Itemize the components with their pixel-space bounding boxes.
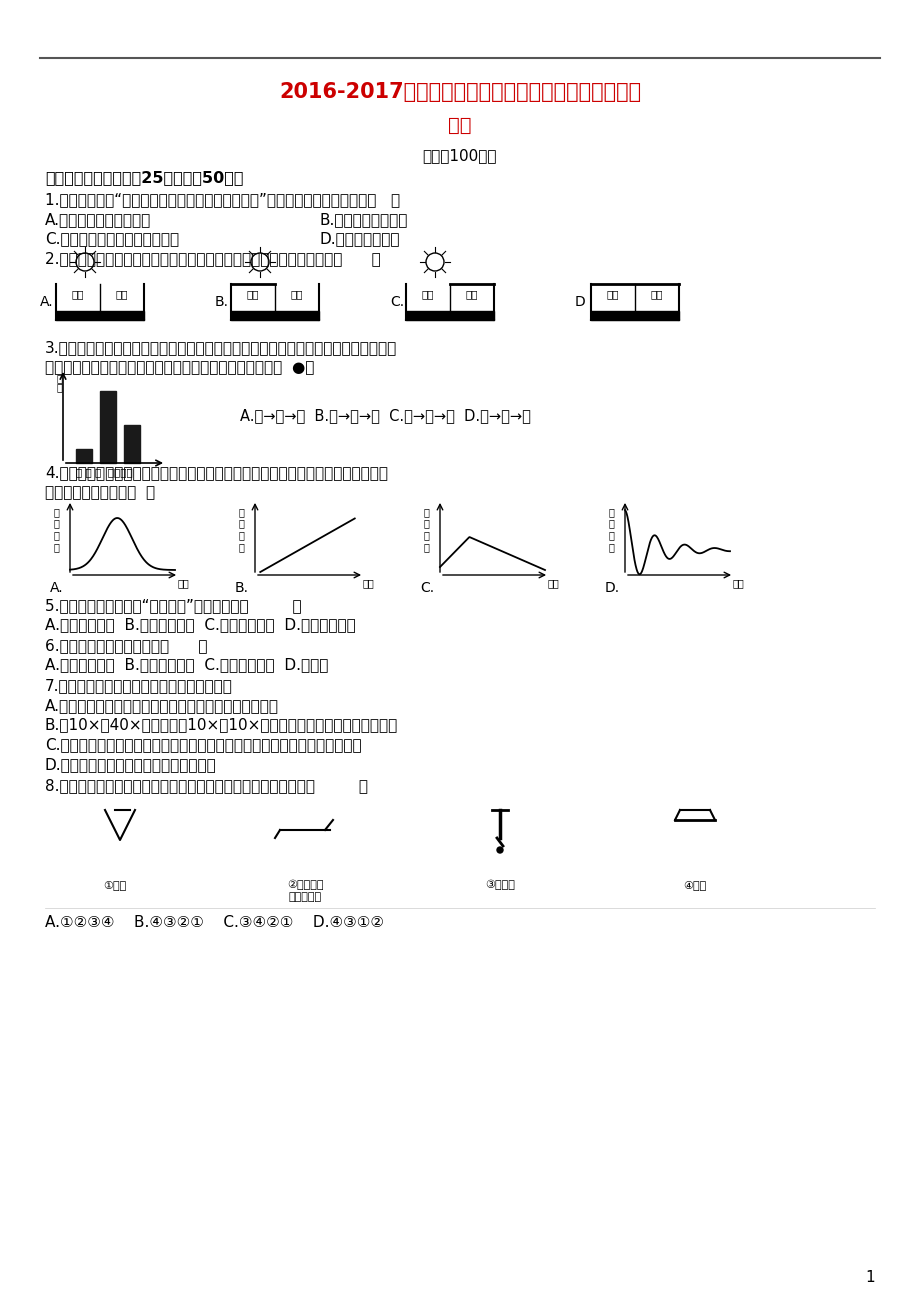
- Text: D: D: [574, 296, 585, 309]
- Text: ③滴清水: ③滴清水: [484, 880, 515, 891]
- Bar: [56, 311, 144, 320]
- Text: A.生物能适应一定的环境: A.生物能适应一定的环境: [45, 212, 151, 227]
- Text: 干土: 干土: [465, 289, 478, 299]
- Text: 鹿
的
数
量: 鹿 的 数 量: [238, 506, 244, 552]
- Text: 时间: 时间: [732, 578, 744, 589]
- Text: D.生物的生长发育: D.生物的生长发育: [320, 230, 400, 246]
- Text: 时间: 时间: [177, 578, 189, 589]
- Text: 时间: 时间: [363, 578, 374, 589]
- Text: A.: A.: [40, 296, 53, 309]
- Text: 试题: 试题: [448, 116, 471, 135]
- Text: C.看到的物像在视野右方，应把玻璃片向左上方移动方可将物像移到视野中央: C.看到的物像在视野右方，应把玻璃片向左上方移动方可将物像移到视野中央: [45, 737, 361, 753]
- Text: 3.如图为一个生态系统中某些生物的能量关系，甲、乙、丙三者中能量最多的是乙。这: 3.如图为一个生态系统中某些生物的能量关系，甲、乙、丙三者中能量最多的是乙。这: [45, 340, 397, 355]
- Text: （满分100分）: （满分100分）: [423, 148, 496, 163]
- Text: 1: 1: [865, 1269, 874, 1285]
- Text: 干土: 干土: [116, 289, 128, 299]
- Text: ①盖片: ①盖片: [103, 880, 127, 891]
- Text: 湿土: 湿土: [246, 289, 259, 299]
- Text: 1.你一定知道，“更无柳絮因风起，惟有葵花向日倾”该诗句描述的生命现象是（   ）: 1.你一定知道，“更无柳絮因风起，惟有葵花向日倾”该诗句描述的生命现象是（ ）: [45, 191, 400, 207]
- Text: A.甲→乙→丙  B.乙→丙→甲  C.丙→乙→甲  D.甲→丙→乙: A.甲→乙→丙 B.乙→丙→甲 C.丙→乙→甲 D.甲→丙→乙: [240, 408, 530, 423]
- Text: 湿土: 湿土: [72, 289, 85, 299]
- Text: 湿土: 湿土: [421, 289, 434, 299]
- Text: 7.下列有关显微镜使用的叙述，正确的是（）: 7.下列有关显微镜使用的叙述，正确的是（）: [45, 678, 233, 693]
- Text: 时间: 时间: [548, 578, 559, 589]
- Circle shape: [496, 848, 503, 853]
- Text: D.: D.: [605, 581, 619, 595]
- Bar: [124, 424, 140, 464]
- Text: A.①②③④    B.④③②①    C.③④②①    D.④③①②: A.①②③④ B.④③②① C.③④②① D.④③①②: [45, 915, 383, 930]
- Text: 群数量变化的曲线是（  ）: 群数量变化的曲线是（ ）: [45, 486, 155, 500]
- Text: 2016-2017学年度下学期第一阶段学情诊测八年级生物: 2016-2017学年度下学期第一阶段学情诊测八年级生物: [278, 82, 641, 102]
- Bar: [76, 449, 92, 464]
- Text: A.森林生态系统  B.湿地生态系统  C.海洋生态系统  D.淡水生态系统: A.森林生态系统 B.湿地生态系统 C.海洋生态系统 D.淡水生态系统: [45, 617, 356, 631]
- Text: 6.地球上最大的生态系统是（      ）: 6.地球上最大的生态系统是（ ）: [45, 638, 208, 654]
- Text: 干土: 干土: [650, 289, 663, 299]
- Text: B.生物的遗传和变异: B.生物的遗传和变异: [320, 212, 408, 227]
- Text: 些生物构成了一条食物链，下列为正确的食物链组成的是（  ●）: 些生物构成了一条食物链，下列为正确的食物链组成的是（ ●）: [45, 359, 314, 375]
- Bar: [231, 311, 319, 320]
- Text: 甲 乙 丙  生物名称: 甲 乙 丙 生物名称: [76, 467, 132, 477]
- Text: A.逆时针转动细准焦螺旋使镜筒下降时，眼睛要看着物镜: A.逆时针转动细准焦螺旋使镜筒下降时，眼睛要看着物镜: [45, 698, 278, 713]
- Text: A.: A.: [50, 581, 63, 595]
- Text: 8.以下是制作洋葱表皮细胞临时装片的图示，正确的操作顺序是（         ）: 8.以下是制作洋葱表皮细胞临时装片的图示，正确的操作顺序是（ ）: [45, 779, 368, 793]
- Text: B.刷10×和40×的镜头改为10×和10×的镜头组合后，可看到较少的细胞: B.刷10×和40×的镜头改为10×和10×的镜头组合后，可看到较少的细胞: [45, 717, 398, 732]
- Text: C.生物能对外界的刺激作出反应: C.生物能对外界的刺激作出反应: [45, 230, 179, 246]
- Text: 一、选择题（本大题全25小题，全50分）: 一、选择题（本大题全25小题，全50分）: [45, 171, 244, 185]
- Text: 4.在天然的草原生态系统中，狼由于某种疾病而大量死亡，下列最符合较长时间内鹿: 4.在天然的草原生态系统中，狼由于某种疾病而大量死亡，下列最符合较长时间内鹿: [45, 465, 388, 480]
- Text: 2.要探究水分对鼠妇生活的影响，在下列的四个实验装置中，应该选择（      ）: 2.要探究水分对鼠妇生活的影响，在下列的四个实验装置中，应该选择（ ）: [45, 251, 380, 266]
- Text: A.海洋生态系统  B.森林生态系统  C.农田生态系统  D.生物圈: A.海洋生态系统 B.森林生态系统 C.农田生态系统 D.生物圈: [45, 658, 328, 672]
- Text: 湿土: 湿土: [607, 289, 618, 299]
- Text: B.: B.: [215, 296, 229, 309]
- Text: D.实验完毕用洁净的纱布擦拭目镜和物镜: D.实验完毕用洁净的纱布擦拭目镜和物镜: [45, 756, 217, 772]
- Text: 5.下列哪个生态系统有“綠色水库”的美誉之称（         ）: 5.下列哪个生态系统有“綠色水库”的美誉之称（ ）: [45, 598, 301, 613]
- Text: 鹿
的
数
量: 鹿 的 数 量: [607, 506, 613, 552]
- Text: 鹿
的
数
量: 鹿 的 数 量: [53, 506, 59, 552]
- Text: ④取材: ④取材: [683, 880, 706, 891]
- Text: B.: B.: [234, 581, 249, 595]
- Text: 能: 能: [56, 372, 62, 383]
- Text: 量: 量: [56, 381, 62, 392]
- Bar: [590, 311, 678, 320]
- Bar: [100, 391, 116, 464]
- Text: C.: C.: [420, 581, 434, 595]
- Text: 干土: 干土: [290, 289, 303, 299]
- Bar: [405, 311, 494, 320]
- Text: C.: C.: [390, 296, 403, 309]
- Text: 鹿
的
数
量: 鹿 的 数 量: [423, 506, 428, 552]
- Text: ②用解剖针
将表皮展平: ②用解剖针 将表皮展平: [287, 880, 323, 902]
